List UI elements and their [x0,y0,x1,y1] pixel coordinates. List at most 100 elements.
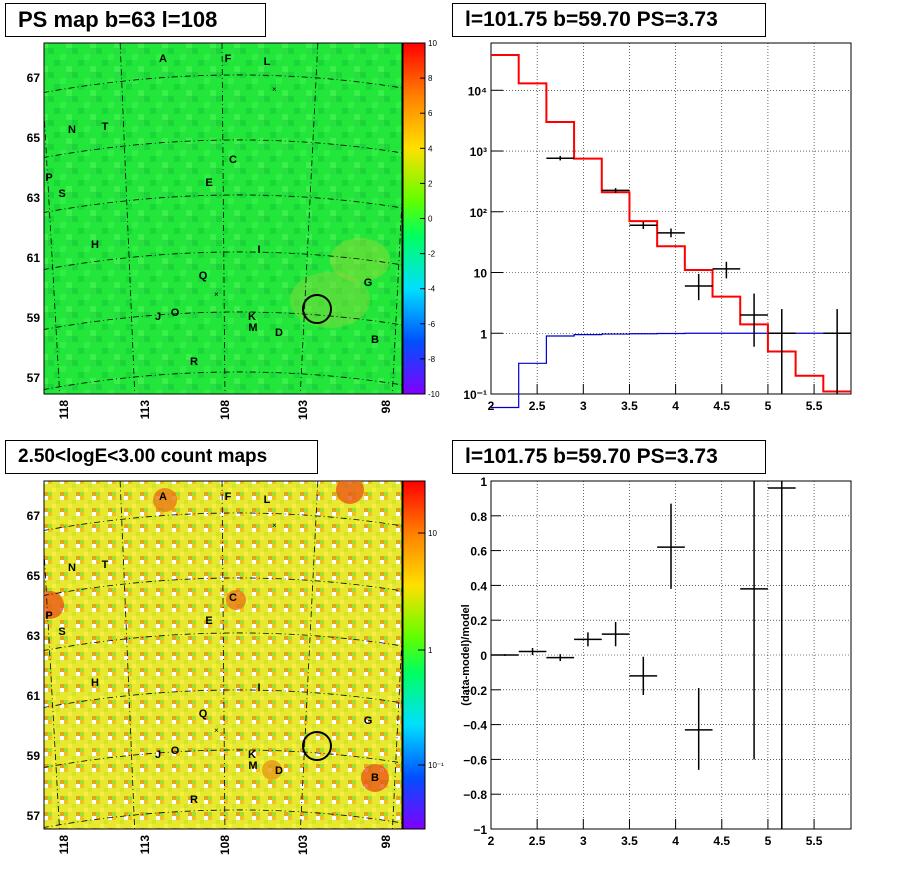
source-label: I [257,244,260,256]
spectrum-y-tick-label: 10³ [470,145,487,159]
source-label: M [248,322,257,334]
ps-map-source-labels: A F L N T C PS E H I Q G J O KM D B R [45,53,379,368]
residual-x-tick-label: 5.5 [806,834,823,848]
lat-tick-label: 65 [27,569,41,583]
graticule-lat-line [44,139,402,158]
lat-tick-label: 67 [27,509,41,523]
spectrum-total-model-line [491,54,851,393]
source-label: S [58,626,65,638]
title-spectrum: l=101.75 b=59.70 PS=3.73 [452,3,766,37]
colorbar-tick-label: -2 [428,250,436,259]
source-label: K [248,749,256,761]
source-label: D [275,327,283,339]
residual-data-point [546,654,575,662]
lat-tick-label: 61 [27,251,41,265]
source-label: C [229,592,237,604]
lat-tick-label: 63 [27,191,41,205]
residual-y-tick-label: 1 [480,475,487,489]
source-label: P [45,610,52,622]
lon-tick-label: 98 [379,835,393,849]
spectrum-plot [491,54,851,409]
source-label: S [58,188,65,200]
graticule-lon-line [221,43,226,394]
title-count-map: 2.50<logE<3.00 count maps [5,440,318,474]
source-label: G [364,715,373,727]
graticule-lon-line [299,43,319,394]
ps-roi-circle [302,294,332,324]
colorbar-tick-label: 10 [428,39,437,48]
source-label: F [225,53,232,65]
residual-y-tick-label: 0.2 [470,614,487,628]
source-label: F [225,491,232,503]
ps-map-lon-ticks: 118 113 108 103 98 [57,400,393,420]
source-label: O [171,745,180,757]
source-label: N [68,562,76,574]
source-label: D [275,765,283,777]
colorbar-tick-label: 10 [428,529,437,538]
count-cross-2: × [214,726,219,735]
source-label: G [364,277,373,289]
residual-plot [491,481,796,829]
source-label: R [190,356,198,368]
graticule-lat-line [44,577,402,596]
source-label: A [159,53,167,65]
residual-x-tick-label: 2.5 [529,834,546,848]
lon-tick-label: 108 [218,835,232,855]
count-cross-1: × [272,521,277,530]
residual-ylabel: (data-model)/model [460,604,472,705]
source-label: B [371,772,379,784]
colorbar-tick-label: 4 [428,144,433,153]
graticule-lat-line [44,371,402,390]
spectrum-frame [490,42,852,395]
source-label: J [155,749,161,761]
colorbar-tick-label: -6 [428,320,436,329]
graticule-lon-line [119,43,136,394]
source-label: A [159,491,167,503]
residual-y-tick-label: −1 [473,823,487,837]
spectrum-x-tick-label: 2 [488,399,495,413]
residual-y-tick-label: 0 [480,649,487,663]
residual-data-point [518,648,547,655]
colorbar-tick-label: 1 [428,646,433,655]
spectrum-x-tick-label: 3 [580,399,587,413]
residual-data-point [601,621,630,647]
source-label: C [229,154,237,166]
spectrum-x-tick-label: 5 [765,399,772,413]
residual-data-point [629,656,658,696]
residual-x-tick-label: 5 [765,834,772,848]
spectrum-grid [490,43,851,395]
spectrum-data-point [740,293,768,347]
lat-tick-label: 59 [27,311,41,325]
colorbar-tick-label: -8 [428,355,436,364]
residual-y-tick-label: −0.2 [463,684,487,698]
source-label: T [102,559,109,571]
source-label: E [205,177,212,189]
source-label: H [91,239,99,251]
residual-y-tick-label: 0.6 [470,545,487,559]
residual-y-tick-label: 0.8 [470,510,487,524]
spectrum-data-point [712,261,741,279]
count-colorbar [402,480,426,830]
spectrum-data-point [657,228,685,238]
lon-tick-label: 98 [379,400,393,414]
spectrum-axis-ticks: 2 2.5 3 3.5 4 4.5 5 5.5 10⁻¹ 1 10 10² 10³ 10⁴ [463,84,822,413]
ps-map-graticule [44,43,402,394]
lat-tick-label: 59 [27,749,41,763]
count-colorbar-ticks: 10 1 10⁻¹ [418,529,444,770]
graticule-lat-line [44,632,402,651]
count-map-lat-ticks: 67 65 63 61 59 57 [27,509,41,823]
lat-tick-label: 61 [27,689,41,703]
source-label: N [68,124,76,136]
lat-tick-label: 57 [27,371,41,385]
colorbar-tick-label: 10⁻¹ [428,761,444,770]
graticule-lon-line [300,481,319,829]
residual-x-tick-label: 2 [488,834,495,848]
colorbar-tick-label: 2 [428,179,433,188]
graticule-lat-line [44,809,402,828]
spectrum-y-tick-label: 1 [480,327,487,341]
source-label: M [248,760,257,772]
colorbar-tick-label: 0 [428,215,433,224]
lon-tick-label: 118 [57,400,71,420]
ps-map-lat-ticks: 67 65 63 61 59 57 [27,71,41,385]
